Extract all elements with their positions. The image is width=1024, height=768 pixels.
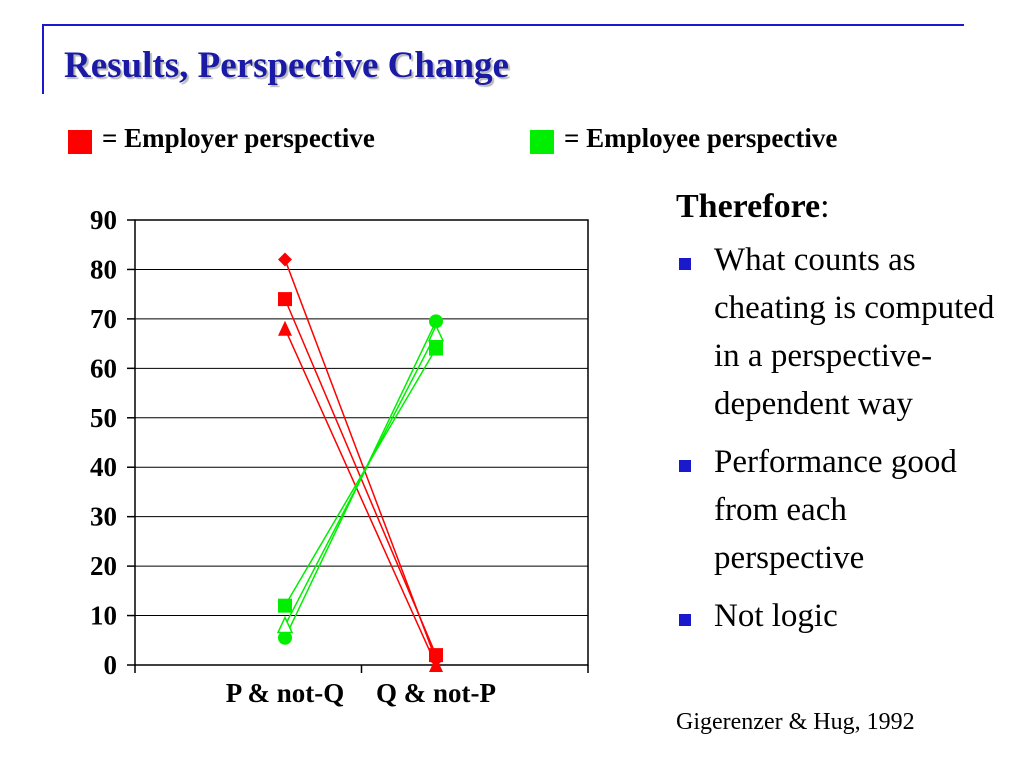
square-bullet-icon (679, 460, 691, 472)
conclusion-bullets: What counts as cheating is computed in a… (676, 236, 996, 640)
square-bullet-icon (679, 258, 691, 270)
conclusion-heading: Therefore: (676, 188, 996, 226)
y-tick-label: 80 (90, 254, 117, 284)
legend-employee: = Employee perspective (530, 122, 837, 154)
data-point-circle (278, 630, 292, 645)
data-point-square (429, 648, 443, 663)
data-point-triangle-open (276, 615, 294, 634)
data-point-triangle (429, 657, 443, 672)
y-tick-label: 40 (90, 452, 117, 482)
y-tick-label: 90 (90, 205, 117, 235)
x-tick-label: Q & not-P (376, 678, 496, 708)
citation: Gigerenzer & Hug, 1992 (676, 709, 915, 735)
bullet-text: Performance good from each perspective (714, 444, 957, 576)
y-tick-label: 60 (90, 353, 117, 383)
data-point-square (278, 292, 292, 307)
slide-title: Results, Perspective Change (64, 45, 509, 86)
y-tick-label: 0 (104, 650, 118, 680)
data-point-triangle (278, 320, 292, 336)
frame-left-rule (42, 24, 44, 94)
legend-employee-label: = Employee perspective (564, 122, 838, 153)
bullet-text: What counts as cheating is computed in a… (714, 242, 995, 422)
bullet-item: What counts as cheating is computed in a… (676, 236, 996, 428)
plot-area (134, 219, 589, 666)
bullet-text: Not logic (714, 598, 838, 634)
conclusion-heading-text: Therefore (676, 188, 821, 225)
legend-employee-swatch (530, 130, 554, 154)
bullet-item: Not logic (676, 592, 996, 640)
legend-employer-label: = Employer perspective (102, 122, 375, 153)
series-line (284, 333, 437, 626)
conclusion-panel: Therefore: What counts as cheating is co… (676, 188, 996, 650)
y-tick-label: 10 (90, 601, 117, 631)
x-tick-label: P & not-Q (226, 678, 345, 708)
y-tick-label: 30 (90, 502, 117, 532)
data-point-square (278, 598, 292, 613)
y-tick-label: 70 (90, 304, 117, 334)
y-tick-label: 20 (90, 551, 117, 581)
bullet-item: Performance good from each perspective (676, 438, 996, 582)
series-line (284, 259, 437, 661)
data-point-diamond (278, 252, 292, 267)
data-point-circle (429, 314, 443, 329)
data-point-triangle-open (427, 323, 445, 342)
frame-top-rule (42, 24, 964, 26)
data-point-square (429, 341, 443, 356)
y-tick-label: 50 (90, 403, 117, 433)
square-bullet-icon (679, 614, 691, 626)
conclusion-heading-colon: : (820, 188, 830, 225)
series-line (284, 348, 437, 607)
legend-employer: = Employer perspective (68, 122, 375, 154)
series-line (284, 328, 437, 666)
legend-employer-swatch (68, 130, 92, 154)
